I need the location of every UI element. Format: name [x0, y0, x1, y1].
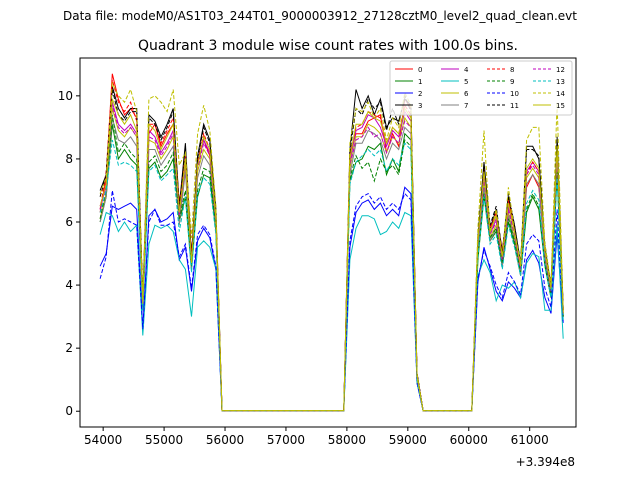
x-offset-label: +3.394e8 — [516, 455, 575, 469]
legend-label-7: 7 — [464, 102, 468, 110]
series-line-9 — [99, 114, 564, 412]
series-line-1 — [99, 124, 564, 412]
series-line-6 — [99, 108, 564, 412]
legend-label-11: 11 — [510, 102, 519, 110]
legend-label-6: 6 — [464, 90, 469, 98]
series-line-3 — [99, 86, 564, 412]
legend-label-3: 3 — [418, 102, 422, 110]
legend-label-8: 8 — [510, 66, 514, 74]
data-file-label: Data file: modeM0/AS1T03_244T01_90000039… — [63, 9, 577, 23]
x-tick-label: 59000 — [389, 433, 427, 447]
legend-label-14: 14 — [556, 90, 565, 98]
y-tick-label: 10 — [58, 89, 73, 103]
x-tick-label: 57000 — [267, 433, 305, 447]
series-line-8 — [99, 79, 564, 412]
x-tick-label: 60000 — [450, 433, 488, 447]
plot-area: 54000 55000 56000 57000 58000 59000 60000 61000… — [58, 57, 577, 447]
x-tick-label: 54000 — [84, 433, 122, 447]
series-line-14 — [99, 81, 564, 412]
legend-label-5: 5 — [464, 78, 468, 86]
series-line-13 — [99, 139, 564, 412]
series-line-5 — [99, 211, 564, 412]
y-tick-label: 2 — [65, 341, 73, 355]
series-line-4 — [99, 102, 564, 412]
series-line-7 — [99, 117, 564, 412]
x-tick-label: 61000 — [511, 433, 549, 447]
x-tick-label: 58000 — [328, 433, 366, 447]
legend-label-15: 15 — [556, 102, 565, 110]
legend-label-10: 10 — [510, 90, 519, 98]
y-tick-label: 0 — [65, 404, 73, 418]
series-line-10 — [99, 190, 564, 412]
legend-box — [389, 60, 573, 116]
legend-label-4: 4 — [464, 66, 469, 74]
legend-label-0: 0 — [418, 66, 422, 74]
legend-label-9: 9 — [510, 78, 514, 86]
legend-label-13: 13 — [556, 78, 565, 86]
x-tick-label: 55000 — [145, 433, 183, 447]
plot-frame — [79, 57, 577, 428]
y-tick-label: 6 — [65, 215, 73, 229]
x-tick-label: 56000 — [206, 433, 244, 447]
y-tick-label: 8 — [65, 152, 73, 166]
legend-label-12: 12 — [556, 66, 565, 74]
y-tick-label: 4 — [65, 278, 73, 292]
legend-label-1: 1 — [418, 78, 422, 86]
series-line-12 — [99, 105, 564, 412]
chart-title: Quadrant 3 module wise count rates with … — [138, 38, 518, 54]
legend-label-2: 2 — [418, 90, 422, 98]
series-line-0 — [99, 73, 564, 412]
series-line-15 — [99, 98, 564, 412]
